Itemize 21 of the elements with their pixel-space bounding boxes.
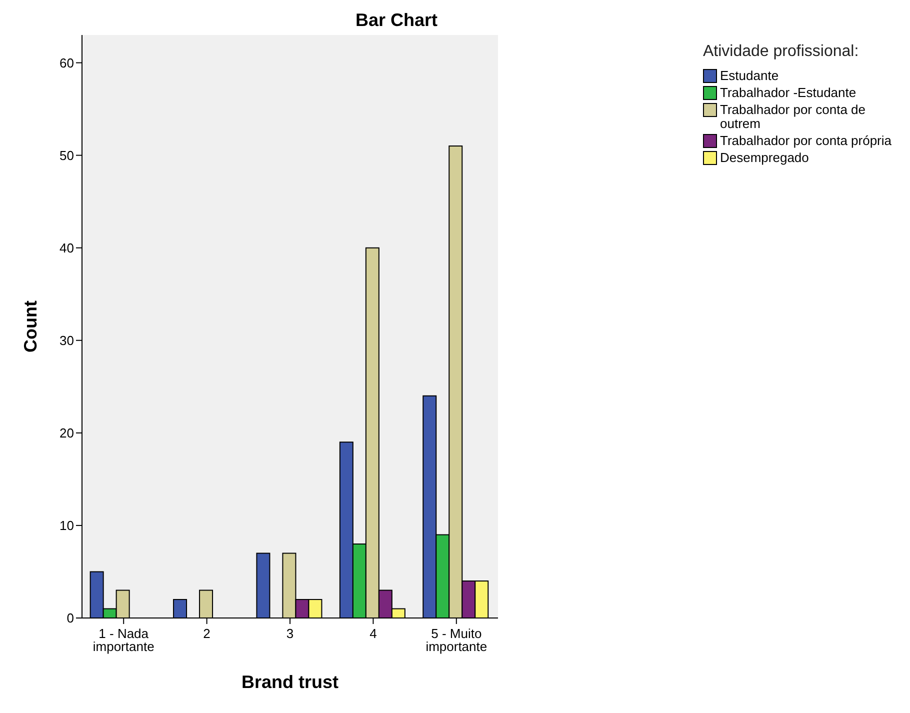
- x-axis-title: Brand trust: [241, 672, 339, 692]
- y-tick-label: 10: [60, 518, 74, 534]
- y-axis-title: Count: [20, 300, 40, 352]
- y-tick-label: 20: [60, 426, 74, 441]
- y-tick-label: 0: [66, 610, 74, 626]
- y-tick-label: 40: [60, 240, 74, 256]
- legend-title: Atividade profissional:: [703, 43, 860, 61]
- x-tick-label: 3: [286, 626, 294, 641]
- y-tick-label: 30: [60, 332, 74, 348]
- y-tick-label: 60: [60, 55, 74, 70]
- legend-label: Estudante: [720, 68, 779, 83]
- x-tick-label: 2: [203, 626, 210, 641]
- legend-label: Trabalhador por conta de outrem: [720, 102, 867, 131]
- chart-title: Bar Chart: [354, 10, 439, 31]
- legend-label: Trabalhador por conta própria: [720, 133, 892, 148]
- legend-label: Desempregado: [720, 150, 809, 165]
- x-tick-label: 4: [370, 626, 377, 641]
- legend-label: Trabalhador -Estudante: [720, 85, 856, 100]
- y-tick-label: 50: [60, 148, 74, 163]
- x-tick-label: 1 - Nada importante: [92, 626, 154, 654]
- x-tick-label: 5 - Muito importante: [426, 626, 488, 654]
